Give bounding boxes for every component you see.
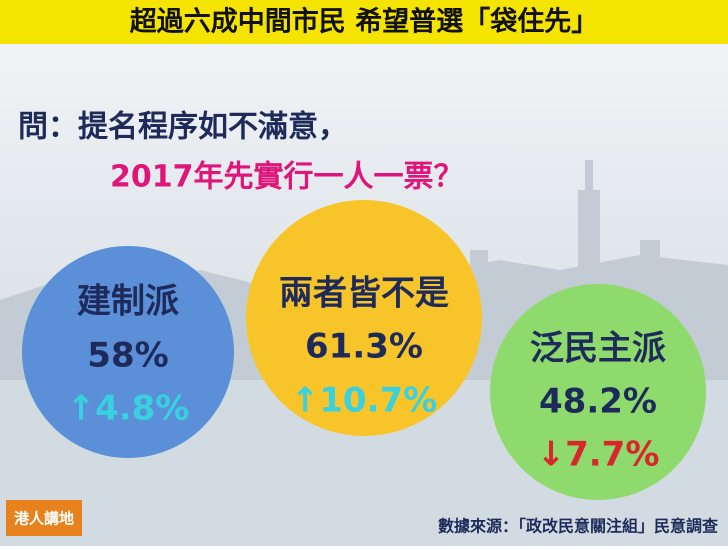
group-circle [22, 246, 234, 458]
question-line: 2017年先實行一人一票？ [110, 160, 464, 195]
group-name: 建制派 [77, 282, 179, 322]
logo-box [6, 500, 82, 536]
logo: 港人講地 [14, 510, 74, 528]
group-circle [490, 284, 706, 500]
group-value: 58% [87, 336, 168, 376]
group-value: 61.3% [305, 327, 423, 367]
group-circle [246, 200, 482, 436]
question-line: 問：提名程序如不滿意， [18, 110, 348, 145]
source: 數據來源：「政改民意關注組」民意調查 [438, 517, 718, 536]
group-name: 兩者皆不是 [279, 274, 449, 314]
group-change: ↑4.8% [67, 389, 190, 429]
header-bar [0, 0, 728, 44]
group-value: 48.2% [539, 382, 657, 422]
group-name: 泛民主派 [530, 329, 666, 369]
header-title: 超過六成中間市民 希望普選「袋住先」 [130, 6, 598, 38]
group-change: ↑10.7% [291, 381, 437, 421]
group-change: ↓7.7% [537, 435, 660, 475]
